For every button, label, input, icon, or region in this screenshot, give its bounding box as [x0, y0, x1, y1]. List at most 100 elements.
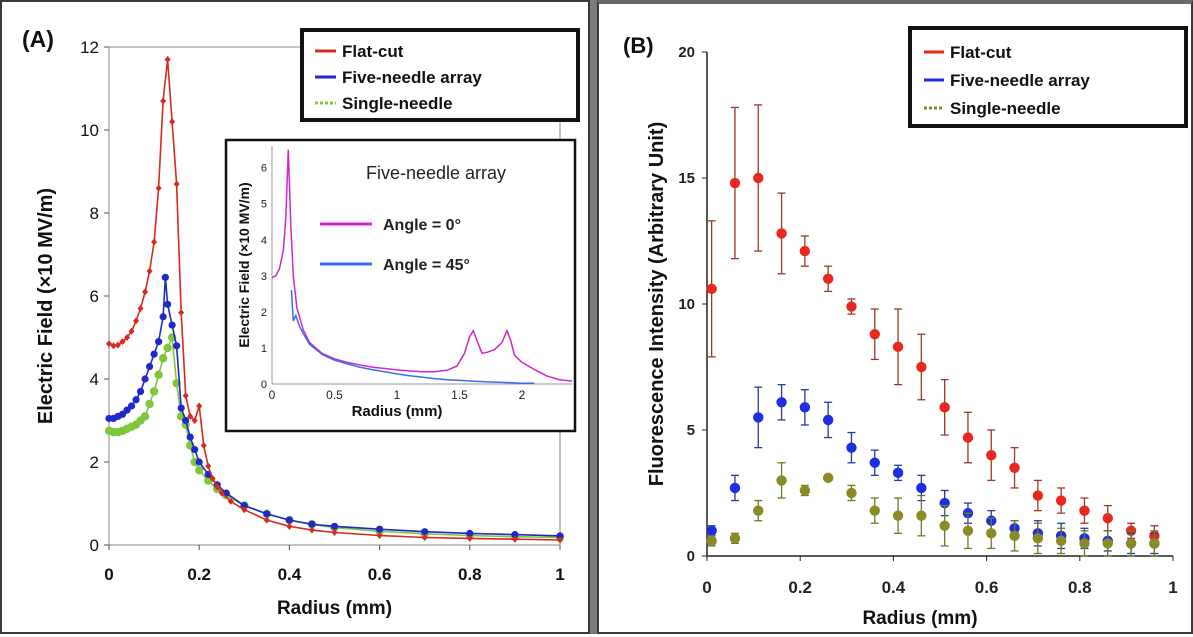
- data-point: [421, 534, 428, 542]
- data-point: [149, 387, 159, 396]
- data-point: [1009, 530, 1020, 542]
- data-point: [869, 457, 880, 468]
- data-point: [263, 510, 271, 518]
- data-point: [706, 525, 717, 536]
- inset-legend-label: Angle = 0°: [383, 217, 461, 234]
- chart-b: (B) 0 5 10 15 20 0 0.2 0.4 0.6 0.8 1 Radius (mm) Fluo…: [623, 26, 1188, 629]
- data-point: [150, 350, 158, 358]
- data-point: [205, 462, 212, 470]
- x-tick-label: 1: [1168, 578, 1177, 597]
- data-point: [127, 402, 136, 410]
- x-tick-label: 0.6: [368, 565, 392, 584]
- x-tick-label: 0.2: [788, 578, 812, 597]
- data-point: [209, 475, 216, 483]
- data-point: [159, 313, 167, 321]
- legend-label: Single-needle: [342, 94, 453, 113]
- data-point: [1102, 538, 1113, 549]
- legend: Flat-cut Five-needle array Single-needle: [908, 26, 1188, 128]
- data-point: [557, 536, 563, 544]
- data-point: [263, 516, 270, 524]
- legend-label: Single-needle: [950, 99, 1061, 118]
- data-point: [137, 304, 144, 312]
- inset-x-tick-label: 0: [269, 388, 276, 402]
- legend-box: [908, 26, 1188, 128]
- data-point: [706, 283, 717, 295]
- y-tick-label: 20: [678, 44, 695, 61]
- data-point: [729, 177, 741, 189]
- data-point: [776, 397, 787, 408]
- data-point: [173, 180, 180, 188]
- legend-item-flat-cut: Flat-cut: [924, 43, 1012, 62]
- x-tick-label: 0.8: [458, 565, 482, 584]
- x-tick-label: 1: [555, 565, 564, 584]
- data-point: [195, 458, 203, 466]
- y-tick-label: 8: [90, 204, 99, 223]
- data-point: [729, 533, 741, 544]
- data-point: [869, 505, 880, 516]
- data-point: [892, 341, 904, 353]
- legend: Flat-cut Five-needle array Single-needle: [300, 28, 580, 122]
- data-point: [195, 466, 204, 475]
- data-point: [916, 482, 927, 494]
- series-five-needle-array: [706, 383, 1160, 555]
- data-point: [776, 475, 787, 486]
- data-point: [822, 273, 834, 284]
- inset-x-tick-label: 1.5: [451, 388, 468, 402]
- data-point: [145, 362, 154, 371]
- data-point: [163, 343, 172, 353]
- data-point: [119, 338, 126, 346]
- x-tick-label: 0: [702, 578, 711, 597]
- data-point: [330, 522, 339, 530]
- inset-y-tick-label: 1: [261, 343, 267, 355]
- data-point: [146, 267, 153, 275]
- legend-item-single-needle: Single-needle: [924, 99, 1061, 118]
- data-point: [182, 392, 189, 400]
- y-tick-label: 12: [80, 38, 99, 57]
- data-point: [376, 531, 383, 539]
- data-point: [1079, 538, 1090, 549]
- data-point: [115, 341, 122, 349]
- x-axis-label: Radius (mm): [862, 608, 977, 629]
- data-point: [142, 288, 149, 296]
- data-point: [776, 228, 787, 239]
- inset-series-line-angle-45: [290, 290, 535, 385]
- inset-y-tick-label: 5: [261, 199, 267, 211]
- data-point: [218, 489, 225, 497]
- y-tick-label: 15: [678, 170, 695, 187]
- data-point: [155, 184, 162, 192]
- y-axis-label: Fluorescence Intensity (Arbitrary Unit): [646, 122, 668, 487]
- y-tick-label: 4: [90, 370, 99, 389]
- legend-label: Five-needle array: [950, 71, 1090, 90]
- legend-item-five-needle-array: Five-needle array: [924, 71, 1090, 90]
- data-point: [892, 467, 904, 479]
- inset-y-tick-label: 4: [261, 235, 267, 247]
- series-flat-cut: [106, 55, 563, 544]
- data-point: [132, 396, 140, 404]
- series-five-needle-array: [105, 273, 564, 540]
- data-point: [939, 520, 950, 531]
- data-point: [986, 450, 997, 461]
- data-point: [846, 487, 857, 499]
- data-point: [160, 97, 167, 105]
- x-tick-label: 0.2: [187, 565, 211, 584]
- data-point: [962, 525, 974, 536]
- data-point: [939, 402, 950, 413]
- panel-label: (B): [623, 33, 654, 58]
- data-point: [169, 118, 176, 126]
- legend-item-flat-cut: Flat-cut: [315, 42, 404, 61]
- data-point: [1055, 495, 1067, 506]
- data-point: [1055, 535, 1067, 547]
- data-point: [177, 404, 185, 412]
- data-point: [133, 317, 140, 325]
- x-tick-label: 0.6: [975, 578, 999, 597]
- panel-a: (A) 0 2 4 6 8 10 12 0 0.2 0.4 0.6 0.8 1 Radius (mm) Ele…: [0, 0, 590, 634]
- panel-label: (A): [22, 26, 54, 52]
- data-point: [128, 327, 135, 335]
- data-point: [511, 531, 519, 539]
- data-point: [140, 412, 150, 421]
- data-point: [1032, 533, 1044, 544]
- data-point: [466, 529, 474, 537]
- data-point: [200, 441, 207, 449]
- data-point: [729, 482, 741, 494]
